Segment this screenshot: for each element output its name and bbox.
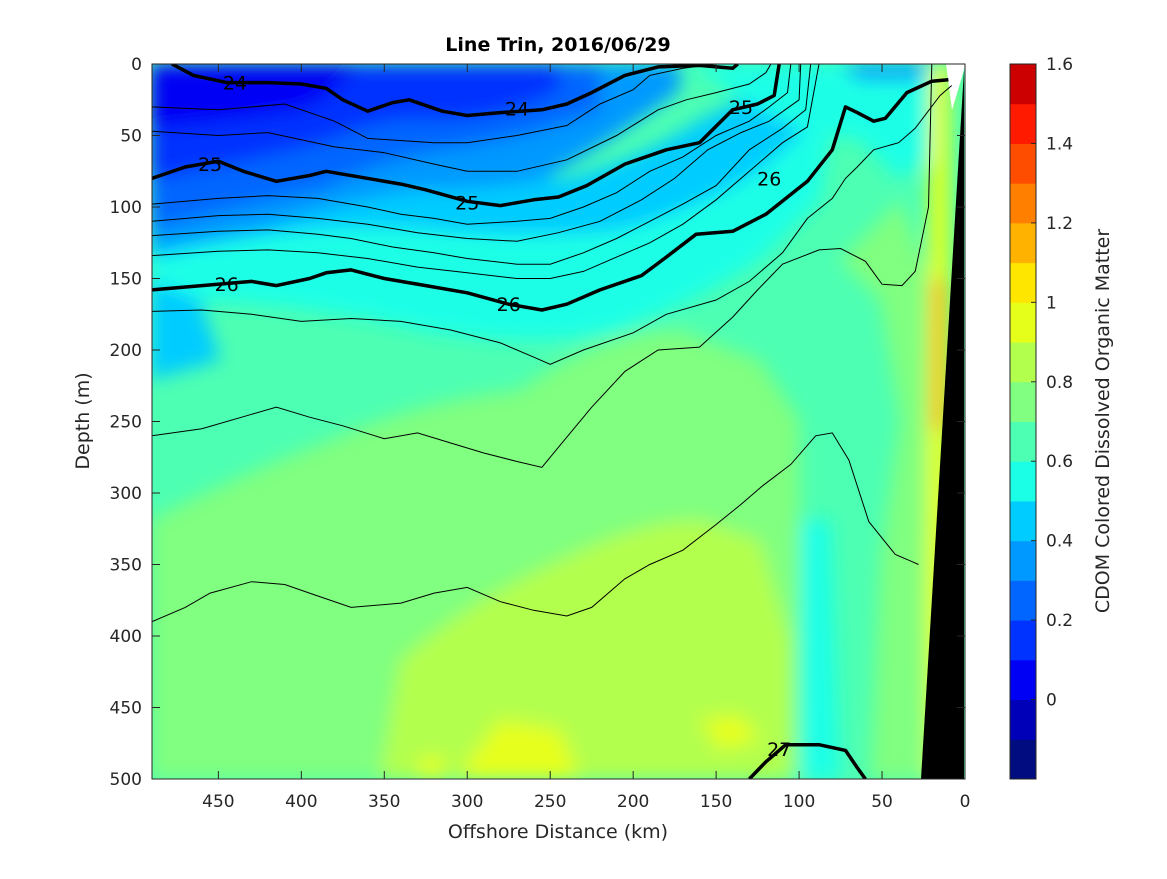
seafloor-mask <box>921 70 964 779</box>
contour-label: 26 <box>497 294 521 316</box>
y-tick-label: 500 <box>110 770 142 790</box>
y-tick-label: 400 <box>110 627 142 647</box>
colorbar-segment <box>1010 739 1036 780</box>
colorbar-tick-label: 1 <box>1046 293 1057 313</box>
y-axis: 0 50 100 150 200 250 300 350 400 450 500 <box>110 55 965 790</box>
colorbar-tick-label: 1.4 <box>1046 134 1073 154</box>
colorbar-segment <box>1010 222 1036 264</box>
field-lightblue-left <box>152 280 220 380</box>
colorbar-segment <box>1010 342 1036 383</box>
colorbar-segment <box>1010 540 1036 581</box>
y-tick-label: 150 <box>110 270 142 290</box>
colorbar-segment <box>1010 64 1036 105</box>
y-tick-label: 100 <box>110 198 142 218</box>
y-tick-label: 350 <box>110 556 142 576</box>
contour-label: 24 <box>505 98 529 120</box>
x-tick-label: 300 <box>451 792 483 812</box>
colorbar-tick-label: 0.2 <box>1046 611 1073 631</box>
chart-title: Line Trin, 2016/06/29 <box>445 34 670 56</box>
contour-24-line <box>171 64 739 118</box>
y-tick-label: 200 <box>110 341 142 361</box>
thin-contour-line <box>152 64 933 468</box>
colorbar-segment <box>1010 302 1036 343</box>
y-tick-label: 300 <box>110 484 142 504</box>
field-yellow-patches <box>418 715 760 779</box>
colorbar-segment <box>1010 143 1036 184</box>
x-tick-label: 100 <box>783 792 815 812</box>
colorbar-label: CDOM Colored Dissolved Organic Matter <box>1092 229 1114 613</box>
thin-contour-line <box>152 64 717 144</box>
field-deepblue <box>152 64 360 130</box>
field-light-green <box>380 520 790 779</box>
x-axis: 450 400 350 300 250 200 150 100 50 0 <box>202 64 970 812</box>
contour-27-line <box>748 742 867 779</box>
colorbar-segment <box>1010 580 1036 621</box>
x-tick-label: 250 <box>534 792 566 812</box>
contour-label: 26 <box>757 168 781 190</box>
contour-26-line <box>152 77 949 312</box>
y-tick-label: 250 <box>110 413 142 433</box>
x-tick-label: 450 <box>202 792 234 812</box>
colorbar-segment <box>1010 421 1036 462</box>
colorbar-segment <box>1010 461 1036 502</box>
y-tick-label: 50 <box>120 127 142 147</box>
x-tick-label: 0 <box>960 792 971 812</box>
colorbar-segment <box>1010 659 1036 701</box>
labeled-contours <box>152 64 949 779</box>
field-shelf-blue <box>840 64 930 80</box>
colorbar-tick-label: 1.6 <box>1046 55 1073 75</box>
colorbar <box>1009 63 1037 780</box>
x-tick-label: 400 <box>285 792 317 812</box>
colorbar-segment <box>1010 183 1036 224</box>
x-tick-label: 350 <box>368 792 400 812</box>
colorbar-segment <box>1010 381 1036 422</box>
thin-contour-line <box>152 432 919 623</box>
colorbar-tick-label: 0.6 <box>1046 452 1073 472</box>
thin-contour-line <box>152 64 820 279</box>
thin-contour-line <box>152 85 953 365</box>
contour-label: 25 <box>729 97 753 119</box>
x-tick-label: 50 <box>871 792 893 812</box>
contour-label: 26 <box>215 274 239 296</box>
contour-label: 25 <box>198 154 222 176</box>
surface-white-wedge <box>946 64 965 110</box>
y-tick-label: 450 <box>110 699 142 719</box>
colorbar-tick-label: 0 <box>1046 691 1057 711</box>
field-green-right <box>840 200 930 779</box>
x-tick-label: 150 <box>700 792 732 812</box>
thin-contours <box>152 64 953 623</box>
field-shelf-cyan <box>690 64 940 180</box>
colorbar-tick-label: 0.8 <box>1046 373 1073 393</box>
colorbar-tick-label: 0.4 <box>1046 532 1073 552</box>
thin-contour-line <box>152 64 772 172</box>
colorbar-tick-label: 1.2 <box>1046 214 1073 234</box>
colorbar-segment <box>1010 620 1036 661</box>
colorbar-frame <box>1009 63 1037 780</box>
x-axis-label: Offshore Distance (km) <box>448 821 668 843</box>
contour-label: 25 <box>455 193 479 215</box>
colorbar-segment <box>1010 262 1036 303</box>
y-axis-label: Depth (m) <box>72 372 94 469</box>
colorbar-segment <box>1010 699 1036 740</box>
contour-labels: 24 24 25 25 25 26 26 26 27 <box>198 73 791 761</box>
colorbar-segment <box>1010 500 1036 542</box>
field-coast-orange <box>932 280 945 430</box>
x-tick-label: 200 <box>617 792 649 812</box>
thin-contour-line <box>152 64 802 242</box>
colorbar-ticks: 0 0.2 0.4 0.6 0.8 1 1.2 1.4 1.6 <box>1031 55 1073 711</box>
field-cyan-strip <box>800 520 840 779</box>
y-tick-label: 0 <box>131 55 142 75</box>
thin-contour-line <box>152 64 792 225</box>
contour-label: 24 <box>223 73 247 95</box>
contour-25-line <box>152 64 781 208</box>
contour-label: 27 <box>767 739 791 761</box>
thin-contour-line <box>152 64 812 265</box>
colorbar-segment <box>1010 103 1036 144</box>
